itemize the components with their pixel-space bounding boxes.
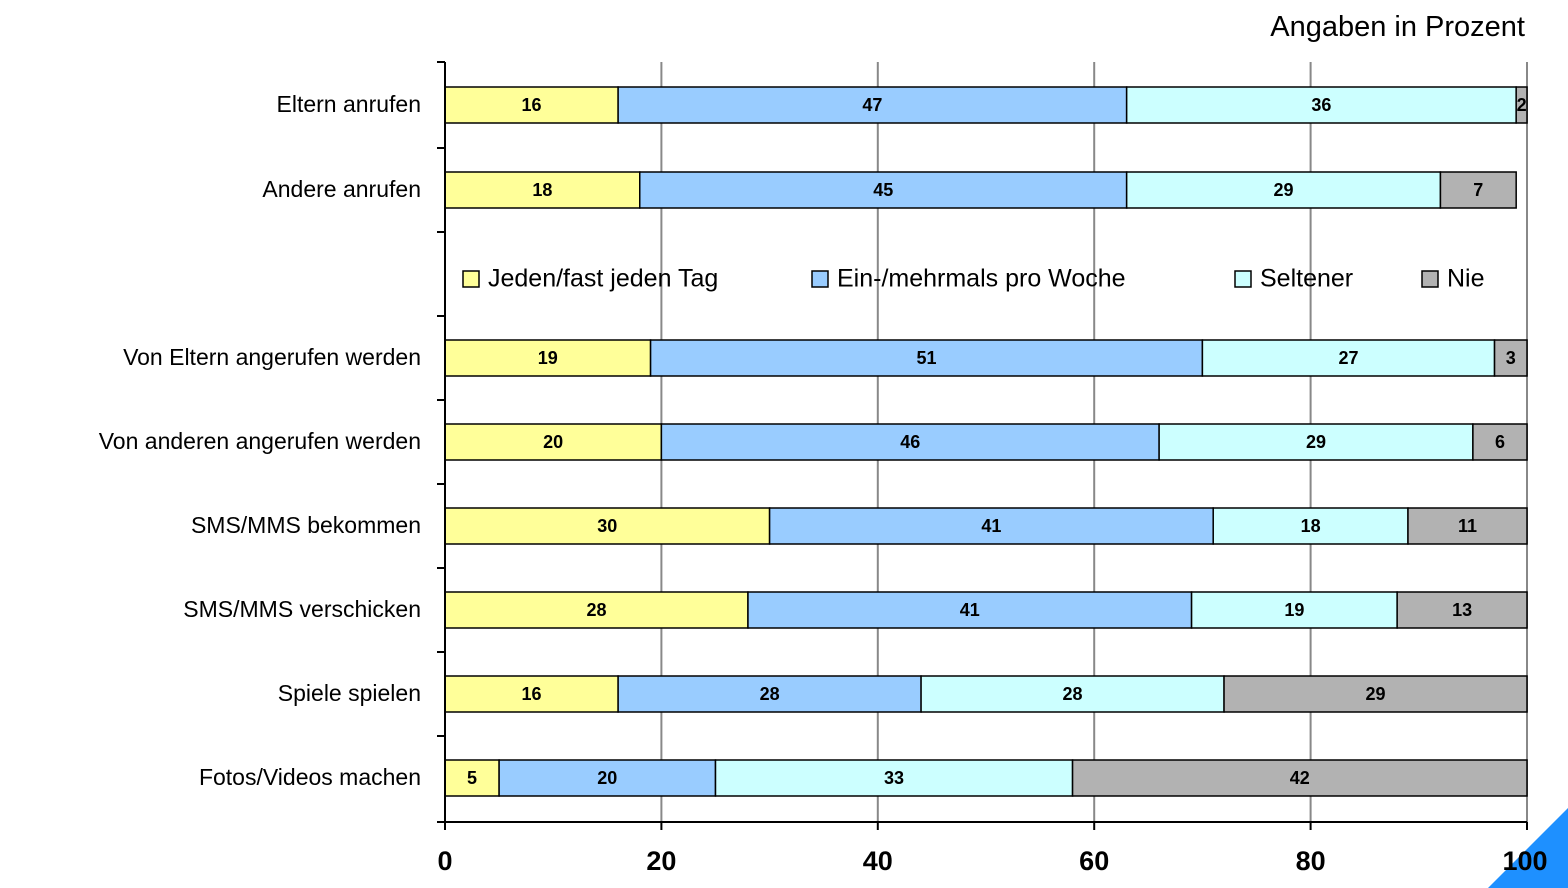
bar-segment — [1493, 339, 1528, 377]
x-tick-label: 40 — [863, 846, 893, 876]
category-label: SMS/MMS bekommen — [191, 512, 421, 538]
data-label: 13 — [1452, 600, 1472, 620]
data-label: 28 — [586, 600, 606, 620]
data-label: 19 — [538, 348, 558, 368]
category-labels: Eltern anrufen Andere anrufen Von Eltern a… — [99, 91, 421, 790]
data-label: 33 — [884, 768, 904, 788]
bar-segment — [1071, 759, 1528, 797]
legend-label: Nie — [1447, 265, 1485, 293]
x-tick-label: 20 — [646, 846, 676, 876]
x-tick-label: 80 — [1296, 846, 1326, 876]
x-tick-label: 0 — [437, 846, 452, 876]
data-label: 36 — [1311, 95, 1331, 115]
legend: Jeden/fast jeden Tag Ein-/mehrmals pro Wo… — [462, 265, 1485, 293]
data-label: 2 — [1517, 95, 1527, 115]
category-label: SMS/MMS verschicken — [183, 596, 421, 622]
data-label: 41 — [981, 516, 1001, 536]
data-label: 11 — [1458, 516, 1477, 536]
category-label: Von anderen angerufen werden — [99, 428, 421, 454]
category-label: Andere anrufen — [262, 176, 421, 202]
bar-segment — [1407, 507, 1528, 545]
legend-swatch — [1234, 270, 1252, 288]
data-label: 47 — [862, 95, 882, 115]
bar-segment — [444, 86, 619, 124]
legend-swatch — [811, 270, 829, 288]
bar-segment — [444, 507, 771, 545]
bar-segment — [1223, 675, 1528, 713]
legend-item: Jeden/fast jeden Tag — [462, 265, 718, 293]
bar-segment — [1125, 86, 1517, 124]
data-label: 5 — [467, 768, 477, 788]
legend-item: Seltener — [1234, 265, 1353, 293]
data-label: 19 — [1284, 600, 1304, 620]
data-label: 20 — [597, 768, 617, 788]
legend-label: Seltener — [1260, 265, 1353, 293]
bar-segment — [1125, 171, 1442, 209]
bar-segment — [617, 86, 1128, 124]
bar-segment — [1190, 591, 1398, 629]
corner-accent-shape — [1488, 808, 1568, 888]
axes: 0 20 40 60 80 — [437, 61, 1528, 876]
data-label: 41 — [960, 600, 980, 620]
data-label: 28 — [1063, 684, 1083, 704]
data-label: 6 — [1495, 432, 1505, 452]
corner-accent — [1488, 808, 1568, 888]
bar-segments — [444, 86, 1528, 797]
bar-segment — [768, 507, 1214, 545]
category-label: Fotos/Videos machen — [199, 764, 421, 790]
data-labels: 16 47 36 2 18 45 29 7 19 51 27 3 20 46 29 6 30 41 18 11 28 41… — [467, 95, 1527, 788]
unit-note: Angaben in Prozent — [1270, 11, 1525, 43]
x-tick-label: 60 — [1079, 846, 1109, 876]
data-label: 46 — [900, 432, 920, 452]
category-label: Eltern anrufen — [277, 91, 421, 117]
legend-item: Ein-/mehrmals pro Woche — [811, 265, 1126, 293]
data-label: 20 — [543, 432, 563, 452]
bar-segment — [1472, 423, 1528, 461]
category-label: Von Eltern angerufen werden — [123, 344, 421, 370]
bar-segment — [639, 171, 1128, 209]
data-label: 45 — [873, 180, 893, 200]
data-label: 42 — [1290, 768, 1310, 788]
data-label: 29 — [1274, 180, 1294, 200]
data-label: 7 — [1473, 180, 1483, 200]
data-label: 30 — [597, 516, 617, 536]
data-label: 18 — [532, 180, 552, 200]
data-label: 18 — [1301, 516, 1321, 536]
category-label: Spiele spielen — [278, 680, 421, 706]
bar-segment — [714, 759, 1074, 797]
legend-item: Nie — [1421, 265, 1485, 293]
data-label: 16 — [522, 684, 542, 704]
bar-segment — [444, 591, 749, 629]
bar-segment — [444, 339, 652, 377]
data-label: 29 — [1306, 432, 1326, 452]
bar-segment — [1212, 507, 1409, 545]
data-label: 29 — [1366, 684, 1386, 704]
bar-segment — [660, 423, 1160, 461]
bar-segment — [617, 675, 922, 713]
data-label: 28 — [760, 684, 780, 704]
legend-swatch — [1421, 270, 1439, 288]
bar-segment — [1158, 423, 1474, 461]
legend-label: Ein-/mehrmals pro Woche — [837, 265, 1126, 293]
bar-segment — [1201, 339, 1496, 377]
x-tick-label: 100 — [1502, 846, 1547, 876]
bar-segment — [920, 675, 1225, 713]
bar-segment — [1439, 171, 1517, 209]
legend-label: Jeden/fast jeden Tag — [488, 265, 718, 293]
data-label: 51 — [916, 348, 936, 368]
bar-segment — [1515, 86, 1528, 124]
data-label: 27 — [1338, 348, 1358, 368]
bar-segment — [1396, 591, 1528, 629]
data-label: 3 — [1506, 348, 1516, 368]
legend-swatch — [462, 270, 480, 288]
data-label: 16 — [522, 95, 542, 115]
bar-segment — [747, 591, 1193, 629]
